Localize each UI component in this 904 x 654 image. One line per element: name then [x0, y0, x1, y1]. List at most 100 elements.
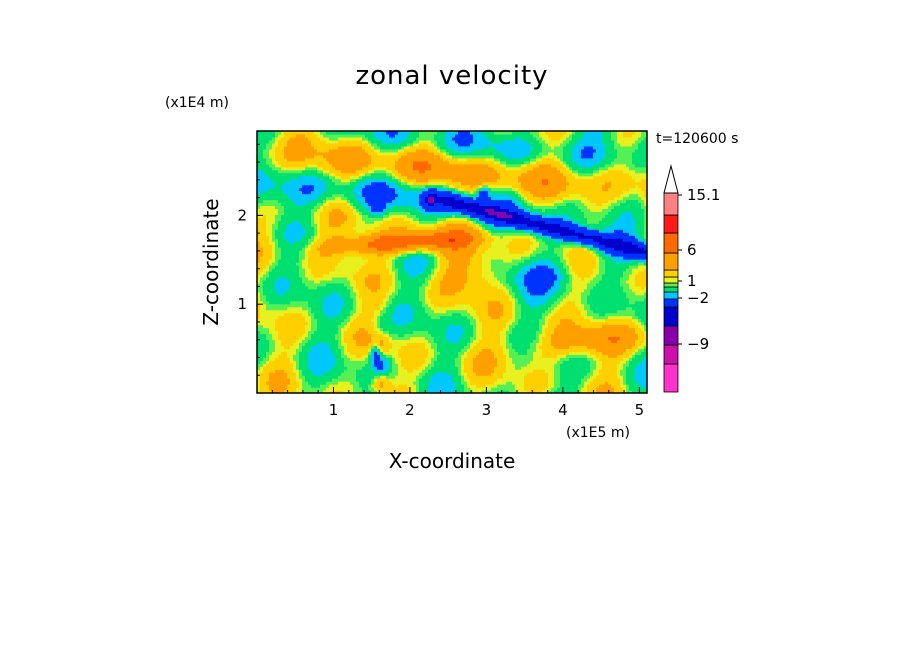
- field-cell: [338, 381, 342, 385]
- field-cell: [266, 297, 270, 302]
- field-cell: [335, 139, 339, 144]
- field-cell: [269, 318, 273, 323]
- field-cell: [326, 279, 330, 284]
- field-cell: [371, 163, 375, 168]
- field-cell: [284, 235, 288, 239]
- field-cell: [305, 208, 309, 212]
- field-cell: [350, 247, 354, 251]
- field-cell: [365, 366, 369, 370]
- field-cell: [365, 172, 369, 177]
- field-cell: [281, 211, 285, 215]
- field-cell: [326, 217, 330, 221]
- field-cell: [257, 312, 261, 317]
- field-cell: [296, 151, 300, 156]
- field-cell: [368, 136, 372, 141]
- field-cell: [296, 208, 300, 212]
- field-cell: [299, 259, 303, 263]
- field-cell: [275, 169, 279, 174]
- field-cell: [257, 378, 261, 382]
- field-cell: [353, 318, 357, 323]
- field-cell: [377, 169, 381, 174]
- field-cell: [386, 303, 390, 308]
- field-cell: [311, 259, 315, 263]
- field-cell: [269, 148, 273, 153]
- field-cell: [347, 148, 351, 153]
- field-cell: [269, 354, 273, 358]
- field-cell: [281, 351, 285, 355]
- field-cell: [356, 133, 360, 138]
- field-cell: [323, 136, 327, 141]
- field-cell: [263, 282, 267, 287]
- field-cell: [287, 145, 291, 150]
- field-cell: [263, 348, 267, 352]
- field-cell: [305, 166, 309, 171]
- field-cell: [317, 145, 321, 150]
- field-cell: [293, 139, 297, 144]
- field-cell: [356, 333, 360, 338]
- field-cell: [335, 259, 339, 263]
- field-cell: [332, 369, 336, 373]
- field-cell: [317, 360, 321, 364]
- field-cell: [347, 336, 351, 341]
- field-cell: [278, 235, 282, 239]
- field-cell: [353, 190, 357, 195]
- field-cell: [317, 390, 321, 393]
- field-cell: [299, 157, 303, 162]
- field-cell: [368, 342, 372, 346]
- field-cell: [263, 354, 267, 358]
- field-cell: [287, 131, 291, 135]
- field-cell: [347, 264, 351, 269]
- field-cell: [290, 270, 294, 275]
- field-cell: [368, 303, 372, 308]
- field-cell: [266, 154, 270, 159]
- field-cell: [365, 285, 369, 290]
- field-cell: [365, 169, 369, 174]
- field-cell: [332, 291, 336, 296]
- field-cell: [317, 357, 321, 361]
- field-cell: [350, 366, 354, 370]
- field-cell: [275, 160, 279, 165]
- field-cell: [302, 264, 306, 269]
- field-cell: [311, 172, 315, 177]
- field-cell: [323, 273, 327, 278]
- y-units-label: (x1E4 m): [165, 95, 229, 111]
- field-cell: [260, 181, 264, 186]
- field-cell: [287, 208, 291, 212]
- field-cell: [317, 288, 321, 293]
- field-cell: [284, 145, 288, 150]
- field-cell: [362, 253, 366, 257]
- field-cell: [365, 345, 369, 349]
- field-cell: [332, 229, 336, 233]
- field-cell: [284, 172, 288, 177]
- field-cell: [314, 387, 318, 391]
- field-cell: [308, 336, 312, 341]
- field-cell: [272, 369, 276, 373]
- field-cell: [305, 336, 309, 341]
- field-cell: [284, 181, 288, 186]
- field-cell: [275, 139, 279, 144]
- field-cell: [284, 193, 288, 198]
- field-cell: [302, 294, 306, 299]
- field-cell: [380, 235, 384, 239]
- field-cell: [272, 256, 276, 260]
- field-cell: [359, 315, 363, 320]
- field-cell: [368, 300, 372, 305]
- field-cell: [335, 294, 339, 299]
- field-cell: [377, 223, 381, 227]
- field-cell: [308, 199, 312, 204]
- field-cell: [305, 187, 309, 192]
- field-cell: [284, 267, 288, 272]
- field-cell: [311, 193, 315, 198]
- field-cell: [311, 136, 315, 141]
- field-cell: [386, 256, 390, 260]
- field-cell: [257, 339, 261, 343]
- field-cell: [344, 226, 348, 230]
- field-cell: [272, 133, 276, 138]
- field-cell: [296, 244, 300, 248]
- field-cell: [362, 360, 366, 364]
- field-cell: [290, 264, 294, 269]
- field-cell: [269, 184, 273, 189]
- field-cell: [299, 282, 303, 287]
- field-cell: [362, 136, 366, 141]
- field-cell: [365, 318, 369, 323]
